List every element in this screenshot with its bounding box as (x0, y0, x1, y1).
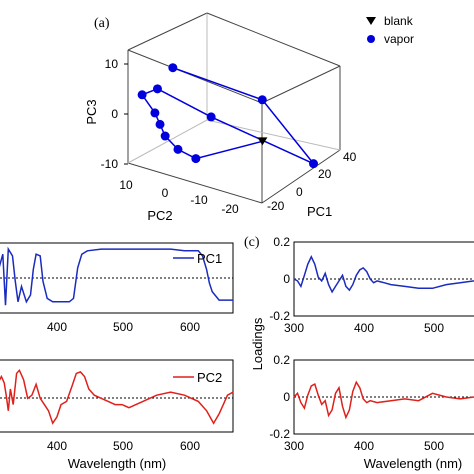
pc1-axis: 40 20 0 -20 PC1 (267, 150, 357, 219)
pc2-tick: 0 (162, 186, 169, 200)
vapor-point (160, 131, 170, 141)
z-axis-label: PC3 (84, 99, 99, 124)
blank-point (257, 137, 268, 146)
vapor-point (257, 95, 267, 105)
legend-vapor-label: vapor (384, 32, 414, 46)
vapor-point (150, 108, 160, 118)
c-xtick: 400 (354, 439, 374, 453)
z-tick: -10 (101, 157, 119, 171)
c-ytick: -0.2 (269, 309, 290, 323)
c-xlabel: Wavelength (nm) (364, 456, 463, 471)
c-ylabel: Loadings (250, 317, 265, 370)
legend: blank vapor (366, 14, 414, 46)
c-top-plot (293, 255, 474, 294)
pc1-tick: -20 (267, 199, 285, 213)
legend-vapor-marker (367, 35, 375, 43)
legend-blank-label: blank (384, 14, 414, 28)
series-line (0, 246, 233, 306)
b-pc1-legend-label: PC1 (197, 251, 222, 266)
c-ytick: -0.2 (269, 427, 290, 441)
c-ytick: 0.2 (273, 235, 290, 249)
vapor-point (309, 159, 319, 169)
c-xtick: 500 (424, 439, 444, 453)
vapor-point (191, 154, 201, 164)
b-xtick: 600 (180, 439, 200, 453)
panel-a: (a) 10 0 -10 PC3 10 (84, 12, 414, 223)
vapor-point (155, 119, 165, 129)
b-xtick: 500 (113, 320, 133, 334)
c-xtick: 500 (424, 321, 444, 335)
pc1-tick: 0 (296, 185, 303, 199)
b-bottom-plot (0, 368, 234, 425)
c-ytick: 0 (283, 390, 290, 404)
c-ytick: 0.2 (273, 353, 290, 367)
c-xtick: 300 (284, 321, 304, 335)
pc1-tick: 40 (343, 150, 357, 164)
pc2-tick: -20 (221, 202, 239, 216)
pc2-axis: 10 0 -10 -20 PC2 (119, 178, 239, 223)
b-xtick: 600 (180, 320, 200, 334)
panel-b: PC1 PC2 400 500 600 400 500 600 Waveleng… (0, 242, 234, 471)
legend-blank-marker (366, 17, 376, 25)
c-xtick: 400 (354, 321, 374, 335)
b-xtick: 500 (113, 439, 133, 453)
c-bottom-plot (293, 380, 474, 420)
c-ytick: 0 (283, 272, 290, 286)
z-tick: 0 (111, 107, 118, 121)
pc1-axis-label: PC1 (307, 204, 332, 219)
b-bottom-frame (0, 359, 234, 433)
series-line (293, 380, 474, 420)
panel-c-label: (c) (244, 235, 260, 250)
b-xtick: 400 (47, 439, 67, 453)
pc2-tick: 10 (119, 178, 133, 192)
pc2-axis-label: PC2 (147, 208, 172, 223)
b-top-plot (0, 246, 233, 306)
series-line (0, 368, 234, 425)
box-frame (127, 12, 341, 204)
panel-c: (c) 0.2 0 -0.2 0.2 0 -0.2 Loadings 300 4… (244, 235, 474, 471)
b-xtick: 400 (47, 320, 67, 334)
series-line (293, 255, 474, 294)
b-pc2-legend-label: PC2 (197, 370, 222, 385)
panel-a-label: (a) (94, 16, 110, 31)
vapor-point (168, 63, 178, 73)
z-axis: 10 0 -10 PC3 (84, 57, 128, 171)
vapor-point (206, 112, 216, 122)
pc1-tick: 20 (318, 167, 332, 181)
c-xtick: 300 (284, 439, 304, 453)
z-tick: 10 (105, 57, 119, 71)
vapor-point (173, 144, 183, 154)
vapor-point (152, 84, 162, 94)
b-xlabel: Wavelength (nm) (68, 456, 167, 471)
vapor-line (140, 66, 315, 165)
vapor-trajectory (137, 63, 319, 169)
pc2-tick: -10 (190, 193, 208, 207)
vapor-point (137, 90, 147, 100)
